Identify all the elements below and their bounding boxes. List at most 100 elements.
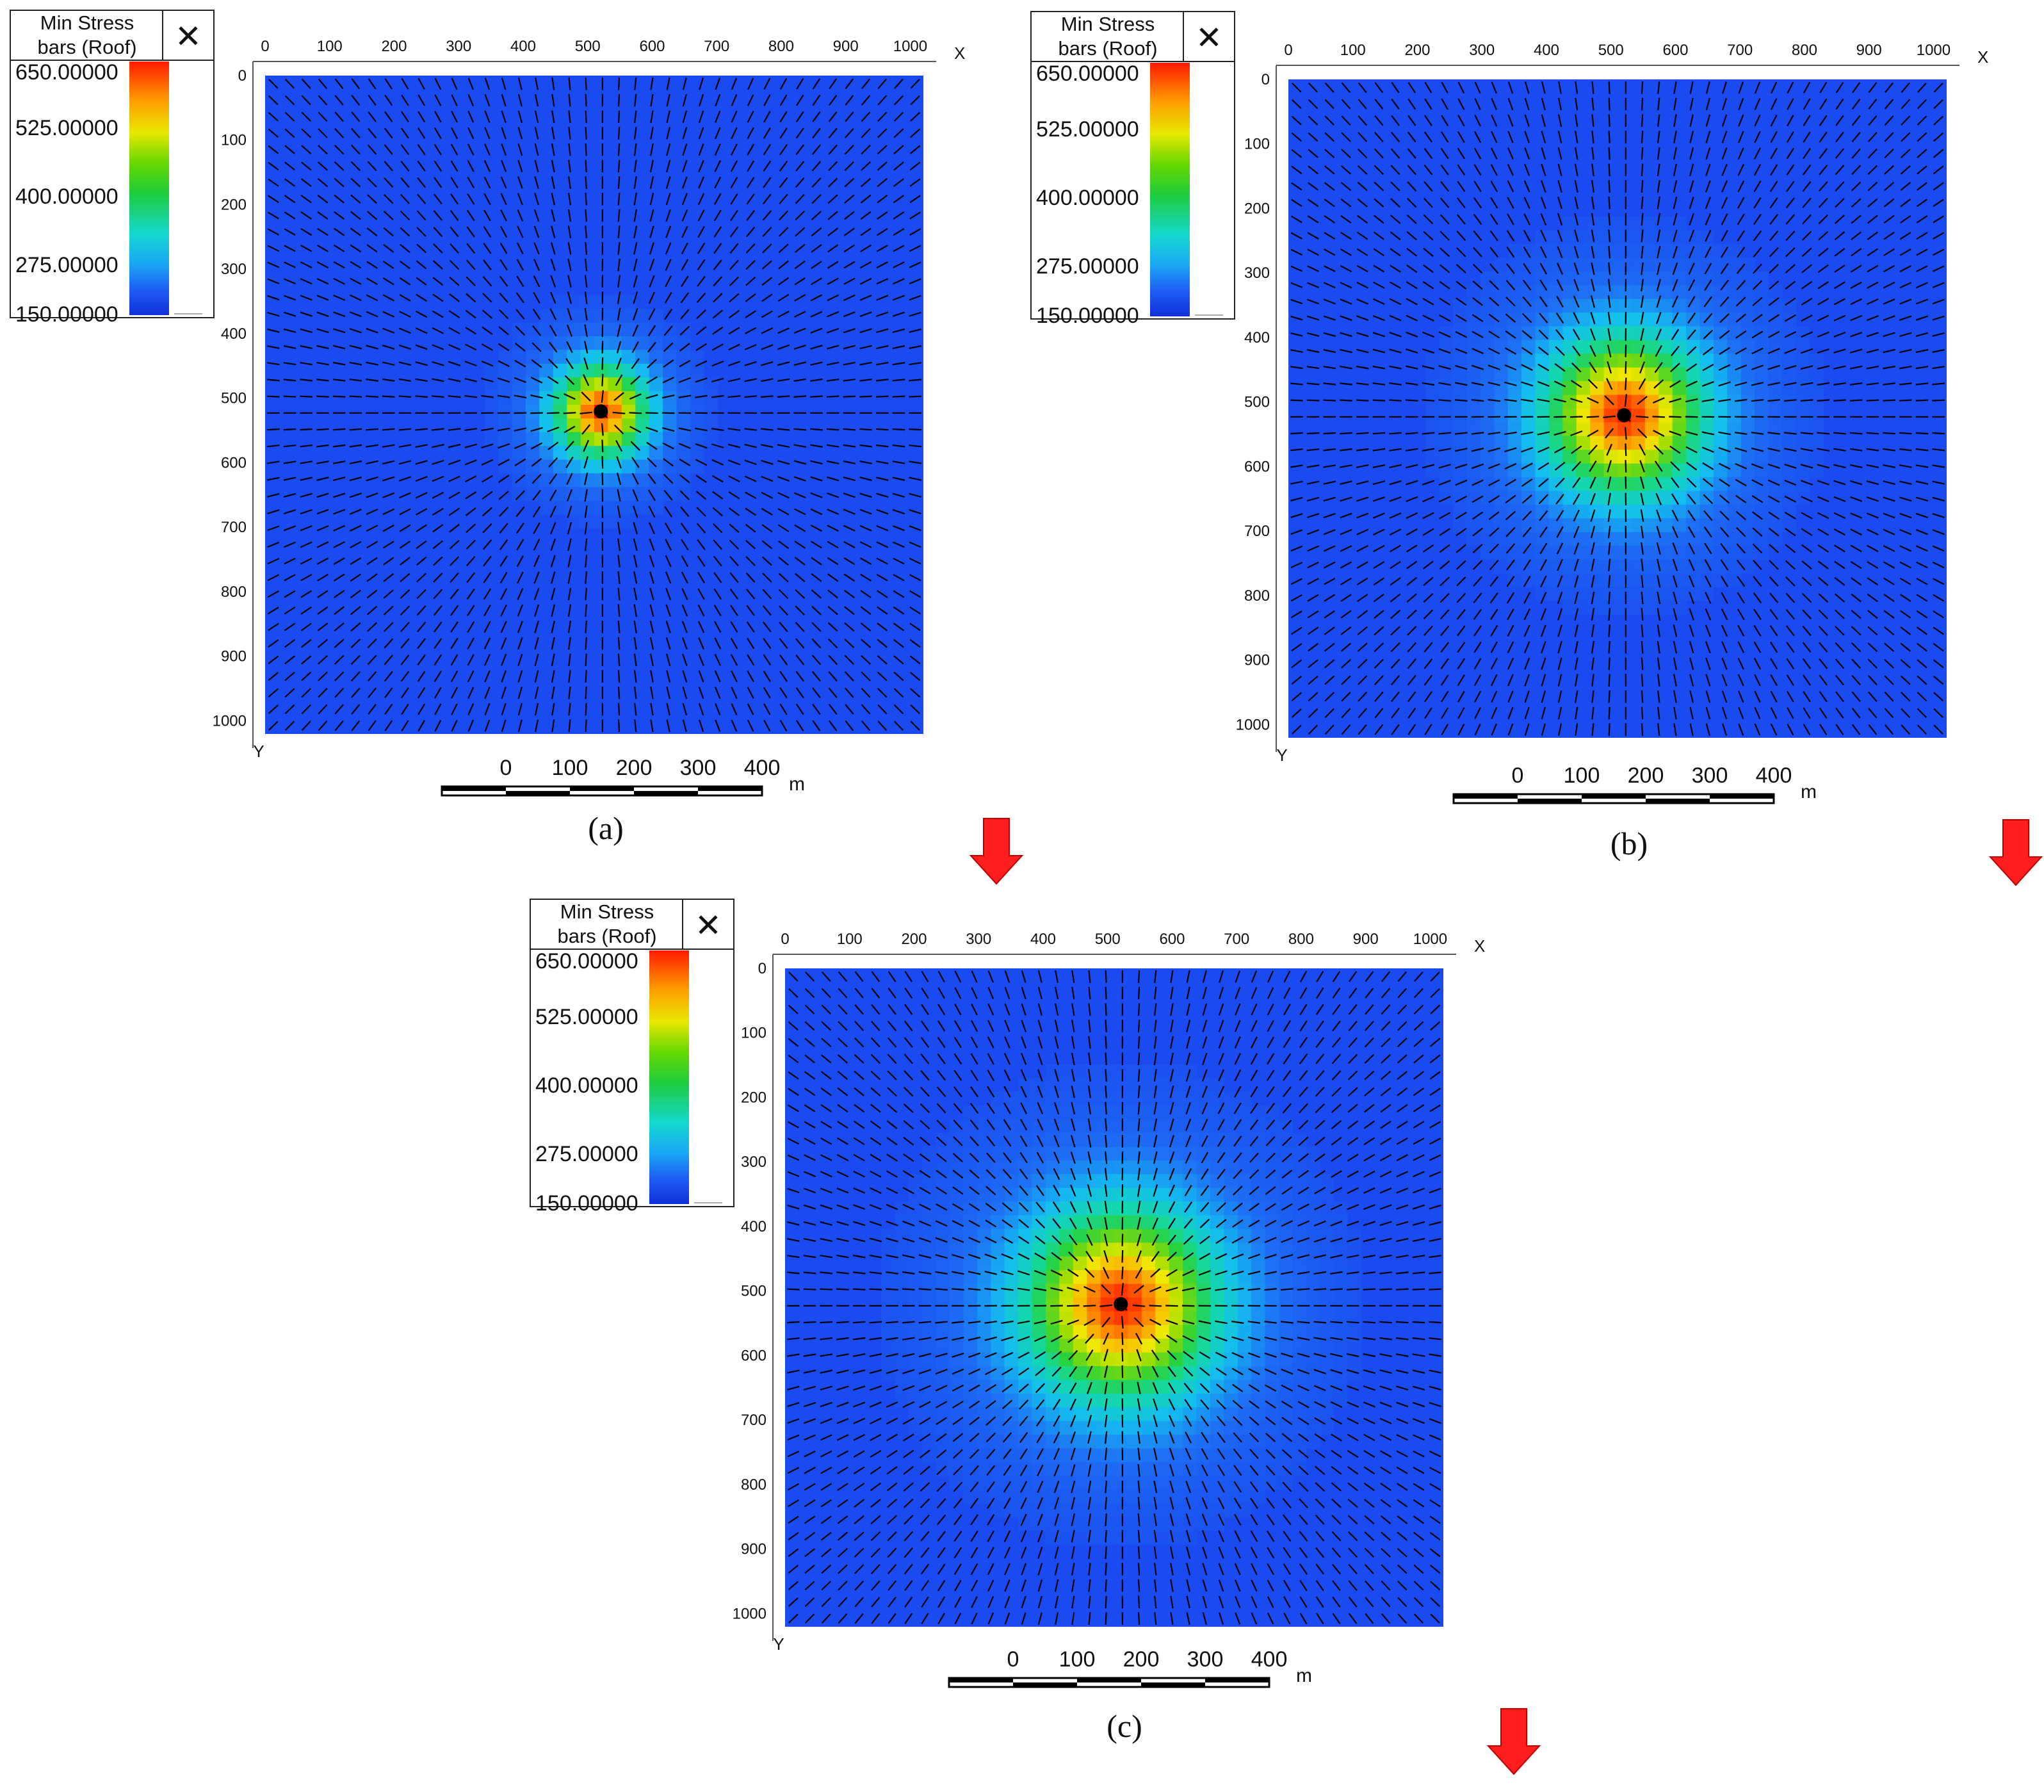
stress-bar <box>843 493 856 498</box>
stress-bar <box>1472 297 1483 306</box>
stress-bar <box>633 538 638 551</box>
stress-bar <box>1785 231 1796 241</box>
stress-bar <box>876 278 889 285</box>
stress-bar <box>1341 82 1351 94</box>
heatmap-cell <box>1114 1311 1128 1326</box>
stress-bar <box>301 704 311 715</box>
stress-bar <box>1818 181 1828 192</box>
stress-bar <box>761 344 774 350</box>
stress-bar <box>680 523 689 534</box>
stress-bar <box>715 94 721 107</box>
heatmap-cell <box>1018 1256 1033 1271</box>
stress-bar <box>860 590 872 599</box>
stress-bar <box>778 589 789 599</box>
heatmap-cell <box>1672 271 1687 286</box>
stress-bar <box>1767 448 1780 452</box>
stress-bar <box>843 277 856 285</box>
stress-bar <box>1422 382 1435 386</box>
stress-bar <box>400 227 410 237</box>
stress-bar <box>893 161 904 171</box>
scalebar-segment <box>442 786 506 791</box>
heatmap-cell <box>1740 559 1755 574</box>
stress-bar <box>550 555 556 567</box>
stress-bar <box>877 145 888 155</box>
stress-bar <box>810 476 823 482</box>
heatmap-cell <box>1782 367 1796 382</box>
stress-bar <box>333 244 345 252</box>
heatmap-cell <box>977 1146 991 1161</box>
stress-bar <box>729 556 739 567</box>
stress-bar <box>1573 295 1580 308</box>
stress-bar <box>568 719 571 733</box>
stress-bar <box>634 77 637 90</box>
stress-bar <box>300 311 312 317</box>
heatmap-cell <box>1196 1366 1211 1381</box>
stress-bar <box>400 161 410 172</box>
stress-bar <box>715 703 721 715</box>
stress-bar <box>662 442 674 450</box>
stress-bar <box>1753 197 1762 209</box>
stress-bar <box>795 144 805 156</box>
stress-bar <box>383 244 394 253</box>
heatmap-cell <box>1004 1119 1019 1134</box>
stress-bar <box>664 308 673 320</box>
stress-bar <box>794 508 806 516</box>
stress-bar <box>762 243 772 254</box>
scalebar-segment <box>634 791 698 795</box>
stress-bar <box>811 622 822 632</box>
heatmap-cell <box>1073 1078 1087 1093</box>
stress-bar <box>549 341 558 353</box>
stress-bar <box>482 507 493 517</box>
heatmap-cell <box>1425 463 1440 478</box>
heatmap-cell <box>594 500 608 515</box>
stress-bar <box>1641 245 1644 259</box>
stress-bar <box>350 639 361 649</box>
stress-bar <box>332 379 346 382</box>
stress-bar <box>762 193 772 205</box>
heatmap-cell <box>690 418 704 433</box>
stress-bar <box>350 244 362 253</box>
stress-bar <box>367 127 377 139</box>
heatmap-cell <box>1590 491 1605 505</box>
close-button[interactable]: ✕ <box>175 19 202 54</box>
stress-bar <box>1405 448 1418 452</box>
stress-bar <box>795 687 804 699</box>
stress-bar <box>1900 215 1911 224</box>
stress-bar <box>318 128 328 138</box>
stress-bar <box>1718 364 1731 371</box>
stress-bar <box>875 460 889 464</box>
heatmap-cell <box>1073 1146 1087 1161</box>
stress-bar <box>681 275 689 288</box>
stress-bar <box>515 343 526 352</box>
heatmap-cell <box>1100 1380 1115 1394</box>
heatmap-cell <box>1672 298 1687 313</box>
close-button[interactable]: ✕ <box>695 908 722 943</box>
stress-bar <box>1785 297 1796 306</box>
stress-bar <box>1524 114 1530 127</box>
stress-bar <box>368 95 377 106</box>
stress-bar <box>301 145 312 154</box>
stress-bar <box>351 78 361 90</box>
heatmap-cell <box>1644 422 1659 437</box>
stress-bar <box>568 670 571 683</box>
stress-bar <box>1608 81 1610 94</box>
heatmap-cell <box>1521 436 1536 450</box>
stress-bar <box>300 460 313 464</box>
stress-bar <box>1389 348 1402 354</box>
stress-bar <box>1507 81 1514 94</box>
stress-bar <box>711 361 724 367</box>
stress-bar <box>1340 215 1352 224</box>
heatmap-cell <box>1727 532 1742 546</box>
close-button[interactable]: ✕ <box>1196 20 1222 56</box>
stress-bar <box>1933 83 1943 93</box>
heatmap-cell <box>1686 518 1701 533</box>
stress-bar <box>763 621 772 633</box>
stress-bar <box>498 326 509 336</box>
heatmap-cell <box>1114 1064 1128 1079</box>
stress-bar <box>633 571 638 584</box>
stress-bar <box>1440 247 1450 257</box>
heatmap-cell <box>1004 1380 1019 1394</box>
stress-bar <box>283 395 296 398</box>
stress-bar <box>1899 265 1911 273</box>
heatmap-cell <box>1279 1174 1293 1189</box>
